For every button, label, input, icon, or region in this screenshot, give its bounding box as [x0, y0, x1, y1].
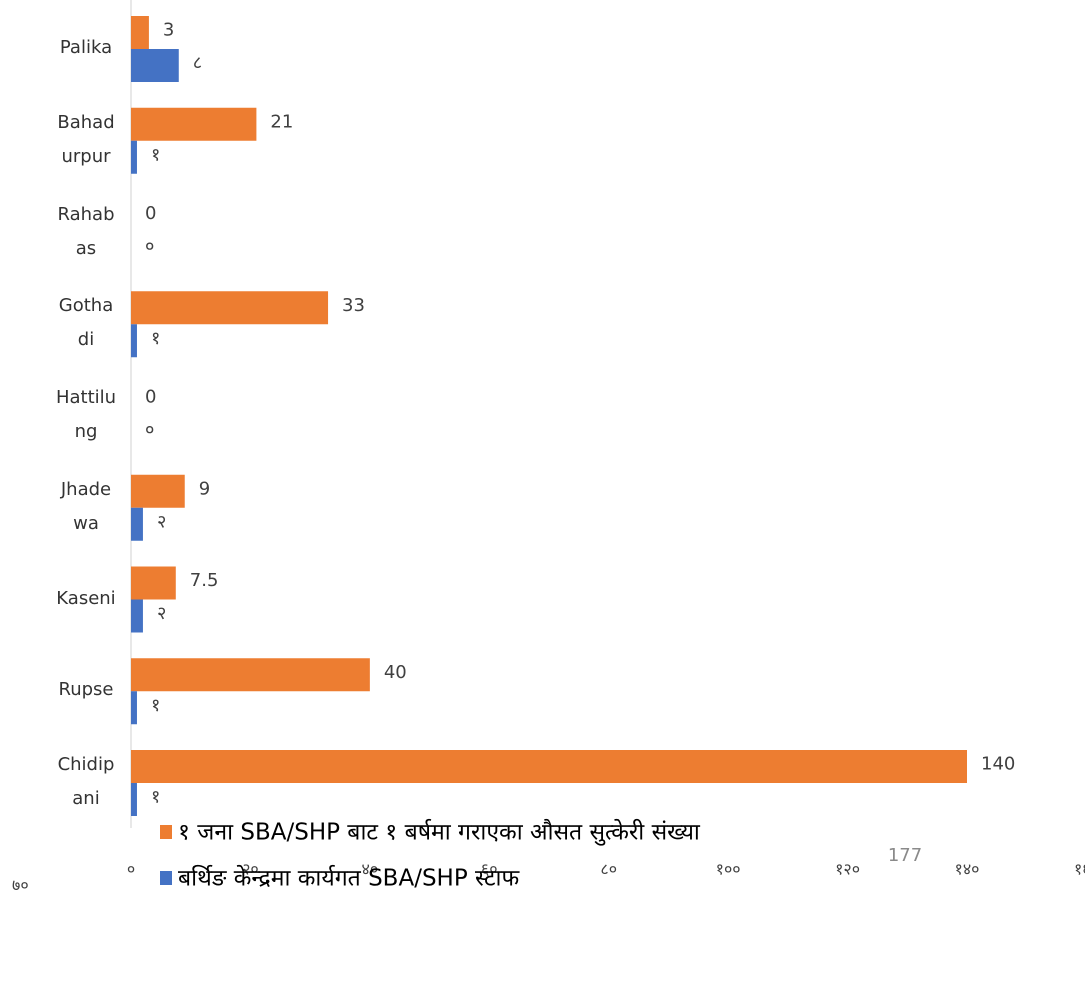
- data-label: १: [151, 328, 160, 349]
- category-label: Rahab as: [57, 203, 115, 259]
- legend-label: १ जना SBA/SHP बाट १ बर्षमा गराएका औसत सु…: [178, 819, 701, 847]
- data-label: १: [151, 695, 160, 716]
- data-label: ०: [145, 420, 154, 441]
- category-label: Kaseni: [56, 587, 116, 609]
- data-label: 7.5: [190, 570, 219, 591]
- page-number: 177: [888, 845, 922, 866]
- data-label: 140: [981, 754, 1015, 775]
- legend-label: बर्थिङ केन्द्रमा कार्यगत SBA/SHP स्टाफ: [178, 865, 521, 892]
- data-label: १: [151, 787, 160, 808]
- category-label: Rupse: [58, 679, 114, 701]
- legend-swatch: [160, 871, 172, 885]
- category-label: Bahad urpur: [57, 111, 115, 167]
- x-tick-label: २०: [242, 860, 259, 879]
- bar: [131, 783, 137, 816]
- data-label: 0: [145, 387, 156, 408]
- bar: [131, 507, 143, 541]
- bar: [131, 324, 137, 358]
- x-tick-label: १२०: [835, 860, 860, 879]
- data-label: २: [157, 511, 166, 532]
- x-tick-label: ८०: [600, 860, 617, 879]
- category-label: Palika: [59, 37, 113, 58]
- x-tick-label: ६०: [481, 860, 498, 879]
- bar: [131, 49, 179, 82]
- data-label: 3: [163, 20, 174, 41]
- bar: [131, 291, 329, 325]
- data-label: ०: [145, 236, 154, 257]
- data-label: 21: [270, 111, 293, 132]
- bar: [131, 750, 967, 783]
- data-label: 9: [199, 478, 210, 499]
- annotation: ७०: [12, 876, 29, 895]
- data-label: १: [151, 144, 160, 165]
- x-tick-label: ०: [127, 860, 135, 879]
- category-label: Hattilu ng: [55, 387, 117, 442]
- bar: [131, 658, 370, 692]
- category-label: Gotha di: [58, 295, 114, 351]
- bar: [131, 16, 149, 49]
- bar: [131, 599, 143, 633]
- bar: [131, 474, 185, 508]
- category-label: Jhade wa: [60, 478, 112, 534]
- legend-swatch: [160, 825, 172, 839]
- data-label: 33: [342, 295, 365, 316]
- data-label: 0: [145, 203, 156, 224]
- x-tick-label: १६०: [1074, 860, 1085, 879]
- bar: [131, 107, 257, 141]
- x-tick-label: १४०: [955, 860, 980, 879]
- bar: [131, 691, 137, 725]
- x-tick-label: १००: [716, 860, 741, 879]
- data-label: ८: [193, 53, 202, 74]
- bar: [131, 566, 176, 600]
- data-label: २: [157, 603, 166, 624]
- category-label: Chidip ani: [57, 754, 115, 809]
- bar: [131, 140, 137, 174]
- data-label: 40: [384, 662, 407, 683]
- x-tick-label: ४०: [362, 860, 379, 879]
